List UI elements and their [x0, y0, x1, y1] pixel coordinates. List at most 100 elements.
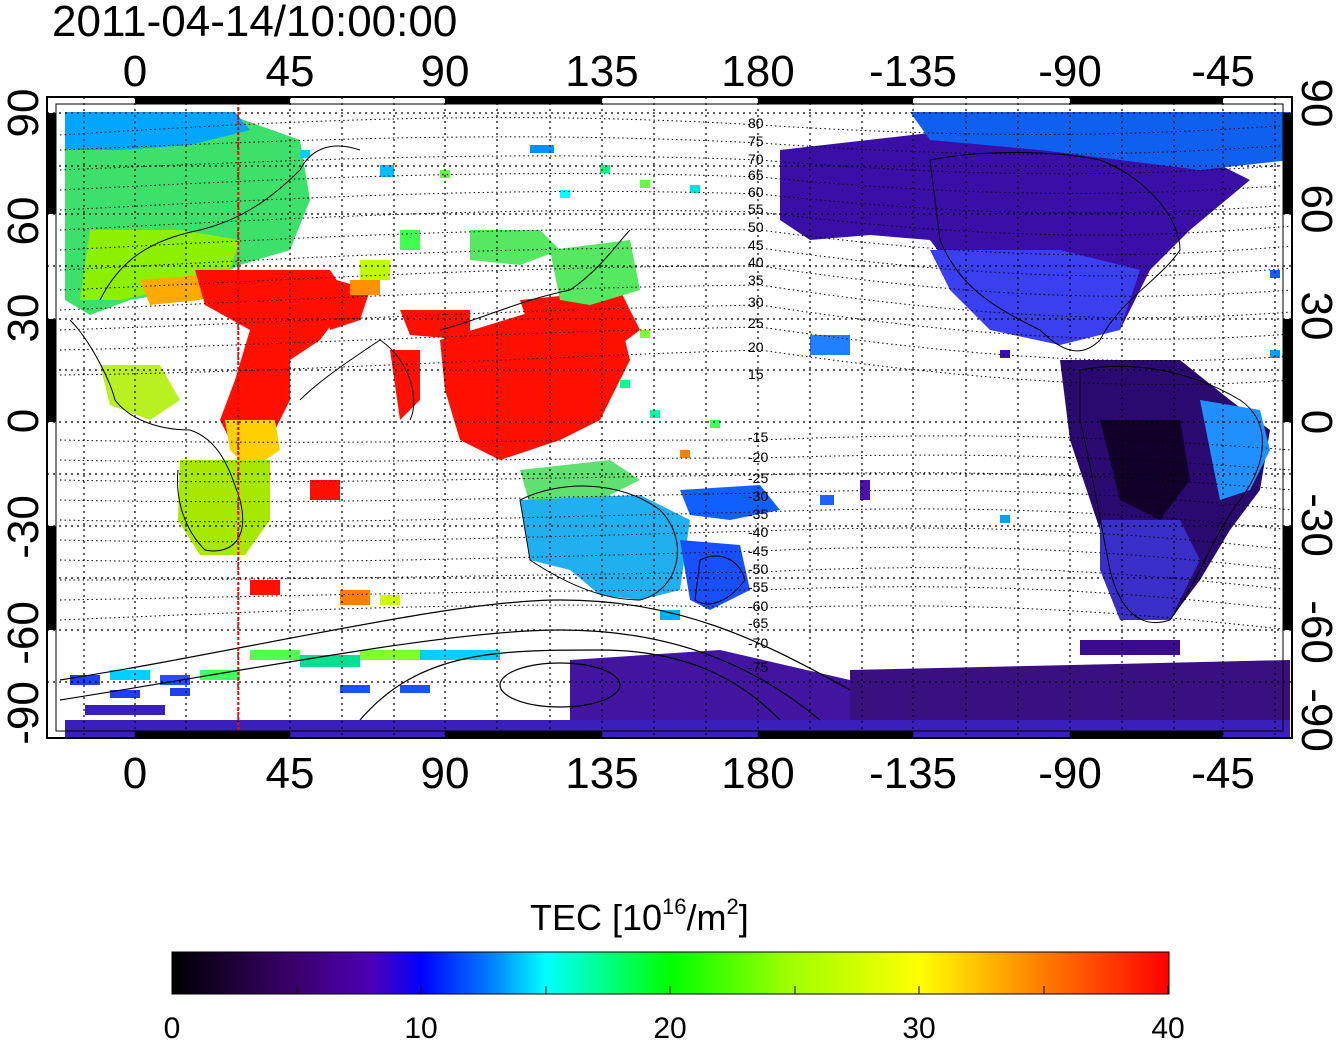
- right-lat-label: -30: [1292, 493, 1340, 557]
- tec-pixel: [300, 150, 310, 158]
- tec-pixel: [1270, 350, 1280, 358]
- tick-bar: [1070, 731, 1223, 738]
- contour-label: 80: [748, 115, 764, 131]
- tec-region-north-africa: [195, 270, 350, 450]
- coastline: [299, 339, 415, 421]
- tick-bar: [135, 731, 290, 738]
- tick-bar: [1283, 526, 1292, 630]
- tec-pixel: [650, 410, 660, 418]
- contour-label: 35: [748, 272, 764, 288]
- bottom-lon-label: 0: [123, 749, 147, 798]
- top-lon-label: -45: [1191, 47, 1255, 96]
- tec-region-pacific-blue: [680, 485, 780, 520]
- contour-label: 45: [748, 237, 764, 253]
- tec-pixel: [860, 480, 870, 500]
- tec-pixel: [1270, 270, 1280, 278]
- colorbar-title-close: ]: [739, 897, 749, 938]
- contour-label: -30: [748, 488, 768, 504]
- tec-pixel: [70, 675, 100, 685]
- tec-region-south-africa: [178, 460, 270, 555]
- contour-label: -55: [748, 579, 768, 595]
- tec-station-pixels: [250, 145, 1280, 655]
- tick-bar: [758, 731, 913, 738]
- tec-pixel: [350, 280, 380, 295]
- bottom-lon-label: 135: [565, 749, 638, 798]
- contour-label: 70: [748, 151, 764, 167]
- tick-bar: [47, 319, 56, 422]
- contour-label: 15: [748, 366, 764, 382]
- bottom-lon-label: 180: [721, 749, 794, 798]
- tec-region-australia: [520, 495, 690, 600]
- colorbar-tick-label: 20: [653, 1012, 686, 1042]
- contour-label: 50: [748, 219, 764, 235]
- top-longitude-labels: 0 45 90 135 180 -135 -90 -45: [123, 47, 1255, 96]
- colorbar-title: TEC [1016/m2]: [530, 894, 749, 938]
- right-latitude-labels: 90 60 30 0 -30 -60 -90: [1292, 79, 1340, 752]
- coastline: [519, 485, 678, 601]
- tec-pixel: [400, 685, 430, 693]
- colorbar-tick-labels: 0 10 20 30 40: [164, 1012, 1185, 1042]
- tec-pixel: [200, 670, 240, 680]
- contour-label: 25: [748, 315, 764, 331]
- contour-solid: [359, 649, 781, 721]
- right-lat-label: -90: [1292, 688, 1340, 752]
- tick-bar: [47, 526, 56, 630]
- contour-label: -40: [748, 524, 768, 540]
- frame-tick-bars: [47, 97, 1292, 738]
- top-lon-label: -90: [1038, 47, 1102, 96]
- tick-bar: [1283, 319, 1292, 422]
- contour-label: 75: [748, 133, 764, 149]
- tec-pixel: [85, 705, 165, 715]
- top-lon-label: 135: [565, 47, 638, 96]
- tec-pixel: [560, 190, 570, 198]
- colorbar-ticks: [171, 986, 1169, 994]
- contour-line: [59, 435, 1292, 451]
- tec-region-india: [390, 350, 420, 420]
- contour-solid-loop: [499, 662, 621, 708]
- tec-region-arctic-america: [910, 112, 1290, 170]
- top-lon-label: 0: [123, 47, 147, 96]
- right-lat-label: 30: [1292, 292, 1340, 341]
- tec-pixel: [400, 230, 420, 250]
- tec-pixel: [820, 495, 834, 505]
- top-lon-label: 180: [721, 47, 794, 96]
- tec-region-antarctica-west: [850, 660, 1290, 720]
- left-lat-label: -90: [0, 681, 48, 745]
- contour-label: 55: [748, 201, 764, 217]
- bottom-lon-label: -135: [869, 749, 957, 798]
- solid-contours: [59, 599, 851, 721]
- bottom-lon-label: 45: [266, 749, 315, 798]
- tec-pixel: [360, 650, 420, 660]
- colorbar-tick-label: 0: [164, 1012, 181, 1042]
- left-lat-label: 90: [0, 89, 48, 138]
- tec-pixel: [250, 650, 300, 660]
- colorbar-title-unit: /m: [687, 897, 727, 938]
- contour-label: -35: [748, 506, 768, 522]
- tec-pixel: [340, 685, 370, 693]
- tec-pixel: [1080, 640, 1180, 655]
- contour-line: [59, 586, 1292, 611]
- coastline: [694, 555, 746, 605]
- tec-pixel: [440, 170, 450, 178]
- bottom-lon-label: -90: [1038, 749, 1102, 798]
- tec-pixel: [340, 590, 370, 605]
- coastlines: [69, 145, 1263, 624]
- contour-label: -75: [748, 659, 768, 675]
- left-lat-label: 30: [0, 294, 48, 343]
- bottom-lon-label: 90: [421, 749, 470, 798]
- colorbar-title-exp2: 2: [727, 894, 739, 919]
- tick-bar: [445, 97, 602, 104]
- tick-bar: [1283, 113, 1292, 214]
- contour-label: -15: [748, 429, 768, 445]
- contour-label: -45: [748, 543, 768, 559]
- tec-pixel: [360, 260, 390, 280]
- left-lat-label: 60: [0, 197, 48, 246]
- tick-bar: [758, 97, 913, 104]
- contour-solid: [59, 599, 851, 691]
- tec-pixel: [640, 180, 650, 188]
- tec-region-brazil: [1200, 400, 1270, 500]
- colorbar: 0 10 20 30 40: [164, 951, 1185, 1042]
- left-lat-label: -30: [0, 495, 48, 559]
- colorbar-tick-label: 10: [404, 1012, 437, 1042]
- magnetic-contours: [59, 117, 1292, 631]
